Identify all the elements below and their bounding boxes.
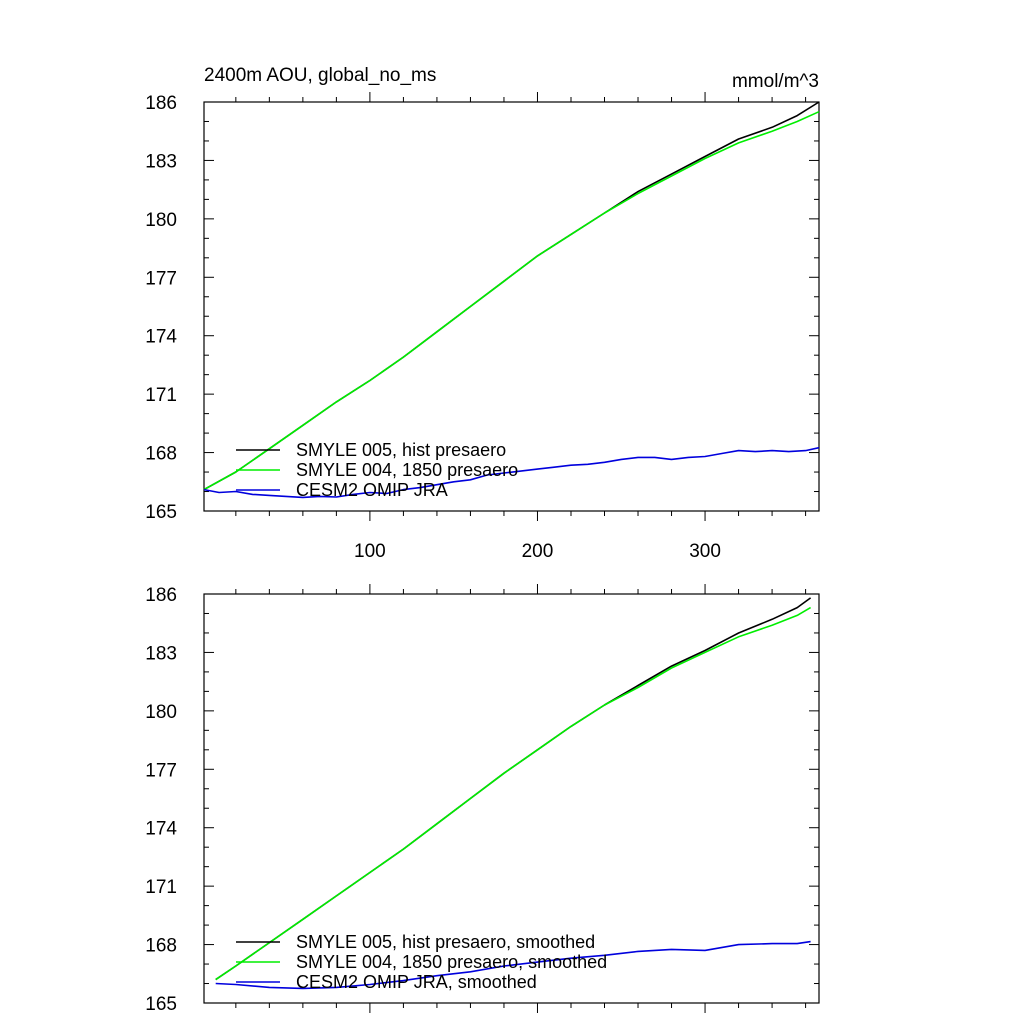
legend-label: CESM2 OMIP JRA (296, 480, 448, 500)
legend-label: SMYLE 005, hist presaero (296, 440, 506, 460)
y-tick-label: 174 (145, 327, 177, 348)
chart-title: 2400m AOU, global_no_ms (204, 65, 436, 86)
series-line-3 (215, 940, 811, 990)
x-tick-label: 100 (354, 541, 386, 562)
legend-label: SMYLE 005, hist presaero, smoothed (296, 932, 595, 952)
y-tick-label: 177 (145, 760, 177, 781)
y-tick-label: 168 (145, 936, 177, 957)
x-tick-label: 300 (689, 541, 721, 562)
legend-label: CESM2 OMIP JRA, smoothed (296, 972, 537, 992)
y-tick-label: 186 (145, 585, 177, 606)
y-tick-label: 180 (145, 702, 177, 723)
series-line-3 (203, 446, 820, 499)
series-line-2 (203, 110, 820, 491)
y-tick-label: 168 (145, 444, 177, 465)
plot-frame (203, 593, 820, 1004)
series-line-2 (215, 606, 812, 981)
y-tick-label: 186 (145, 93, 177, 114)
top-panel: 165 168 171 174 177 180 183 186 100 200 300 SMYLE 0… (145, 92, 820, 562)
y-tick-label: 171 (145, 877, 177, 898)
plot-frame (203, 101, 820, 512)
y-tick-label: 171 (145, 385, 177, 406)
units-label: mmol/m^3 (732, 71, 819, 92)
y-tick-label: 183 (145, 643, 177, 664)
bottom-panel: 165 168 171 174 177 180 183 186 SMYLE 005, hist … (145, 584, 820, 1015)
y-tick-label: 165 (145, 502, 177, 523)
y-tick-label: 183 (145, 151, 177, 172)
series-line-1 (215, 597, 812, 981)
x-tick-label: 200 (522, 541, 554, 562)
legend-label: SMYLE 004, 1850 presaero, smoothed (296, 952, 607, 972)
y-tick-label: 165 (145, 994, 177, 1015)
y-tick-label: 177 (145, 268, 177, 289)
y-tick-label: 174 (145, 819, 177, 840)
legend-label: SMYLE 004, 1850 presaero (296, 460, 518, 480)
y-tick-label: 180 (145, 210, 177, 231)
series-line-1 (203, 101, 820, 491)
